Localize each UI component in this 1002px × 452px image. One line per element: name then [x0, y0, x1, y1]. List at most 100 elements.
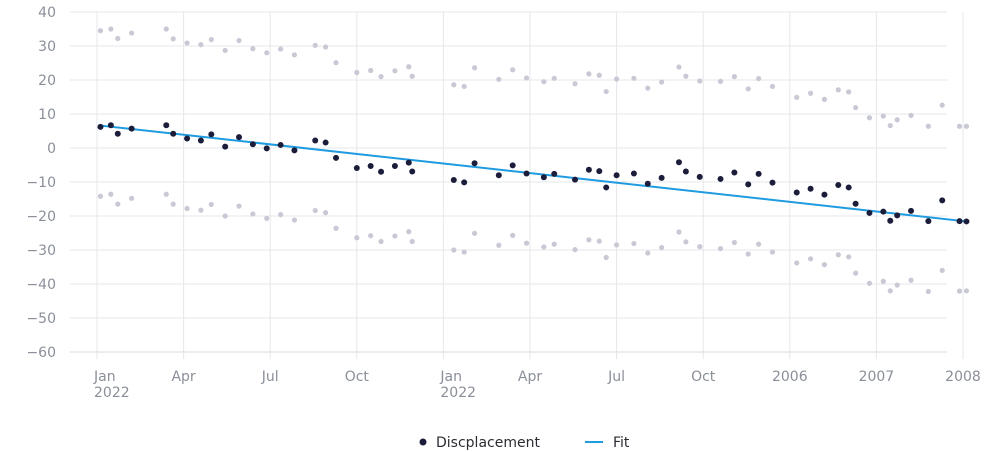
lower-bound-point [835, 252, 841, 258]
upper-bound-point [291, 52, 298, 58]
lower-bound-point [572, 247, 578, 253]
x-tick-label-year: 2022 [440, 385, 476, 401]
displacement-point [236, 134, 243, 141]
lower-bound-point [894, 282, 900, 288]
upper-bound-point [523, 75, 530, 81]
upper-bound-point [312, 42, 318, 48]
lower-bound-point [323, 210, 329, 216]
bound-points [97, 26, 970, 295]
displacement-point [682, 168, 689, 175]
lower-bound-point [461, 249, 467, 255]
lower-bound-point [880, 278, 886, 284]
displacement-point [170, 130, 177, 137]
displacement-point [745, 181, 752, 188]
y-tick-label: 0 [47, 141, 56, 157]
y-tick-label: −30 [26, 243, 56, 259]
upper-bound-point [510, 67, 516, 73]
displacement-point [644, 180, 651, 187]
upper-bound-point [866, 115, 873, 121]
displacement-point [880, 208, 887, 215]
upper-bound-point [756, 76, 762, 82]
displacement-point [163, 122, 170, 129]
x-tick-label: Jan [439, 369, 462, 385]
x-tick-label: 2007 [859, 369, 895, 385]
upper-bound-point [731, 74, 737, 80]
x-tick-label: Jan [93, 369, 116, 385]
displacement-point [755, 170, 762, 177]
lower-bound-point [956, 288, 963, 294]
displacement-point [925, 218, 932, 225]
displacement-point [821, 191, 828, 198]
displacement-point [291, 147, 298, 154]
upper-bound-point [659, 79, 665, 85]
y-tick-label: −10 [26, 175, 56, 191]
displacement-point [717, 175, 724, 182]
displacement-point [184, 135, 191, 142]
upper-bound-point [163, 26, 169, 32]
displacement-point [333, 154, 340, 161]
lower-bound-point [198, 207, 204, 213]
legend-displacement-marker [419, 438, 427, 446]
displacement-point [603, 184, 610, 191]
lower-bound-point [846, 254, 852, 260]
lower-bound-point [97, 193, 104, 199]
upper-bound-point [551, 75, 557, 81]
y-tick-label: 30 [38, 39, 56, 55]
lower-bound-point [683, 239, 689, 245]
upper-bound-point [631, 75, 637, 81]
displacement-point [572, 176, 579, 183]
upper-bound-point [645, 85, 651, 91]
lower-bound-point [392, 233, 398, 239]
grid-lines [70, 11, 964, 359]
displacement-point [852, 200, 859, 207]
lower-bound-point [222, 213, 228, 219]
legend: Discplacement Fit [419, 435, 630, 451]
displacement-point [658, 174, 665, 181]
displacement-point [956, 218, 963, 225]
lower-bound-point [697, 244, 703, 250]
upper-bound-point [368, 67, 374, 74]
displacement-point [523, 170, 530, 177]
y-tick-label: −40 [26, 277, 56, 293]
lower-bound-point [264, 215, 270, 221]
displacement-point [793, 189, 800, 196]
upper-bound-point [956, 123, 963, 129]
lower-bound-point [645, 250, 651, 256]
fit-line [100, 124, 967, 223]
lower-bound-point [603, 254, 609, 261]
upper-bound-point [392, 68, 398, 74]
upper-bound-point [596, 72, 602, 78]
upper-bound-point [835, 87, 841, 93]
lower-bound-point [208, 201, 214, 208]
lower-bound-point [866, 280, 873, 286]
upper-bound-point [769, 83, 776, 90]
displacement-point [540, 174, 547, 181]
lower-bound-point [378, 238, 384, 245]
lower-bound-point [908, 277, 914, 283]
lower-bound-point [614, 242, 620, 248]
upper-bound-point [853, 104, 859, 111]
displacement-point [894, 212, 901, 219]
displacement-point [731, 169, 738, 176]
upper-bound-point [461, 83, 467, 90]
upper-bound-point [236, 37, 242, 44]
lower-bound-point [963, 288, 970, 294]
displacement-point [208, 131, 215, 138]
lower-bound-point [745, 251, 751, 257]
legend-item-fit[interactable]: Fit [585, 435, 630, 451]
legend-item-displacement[interactable]: Discplacement [419, 435, 541, 451]
upper-bound-point [115, 35, 121, 42]
upper-bound-point [614, 76, 620, 82]
displacement-point [630, 170, 637, 177]
displacement-point [596, 168, 603, 175]
upper-bound-point [496, 76, 502, 82]
upper-bound-point [129, 30, 135, 36]
upper-bound-point [887, 122, 893, 129]
x-tick-label: Apr [518, 369, 542, 385]
lower-bound-point [496, 242, 502, 248]
y-axis-tick-labels: 40 30 20 10 0 −10 −20 −30 −40 −50 −60 [26, 5, 56, 361]
displacement-point [835, 182, 842, 189]
